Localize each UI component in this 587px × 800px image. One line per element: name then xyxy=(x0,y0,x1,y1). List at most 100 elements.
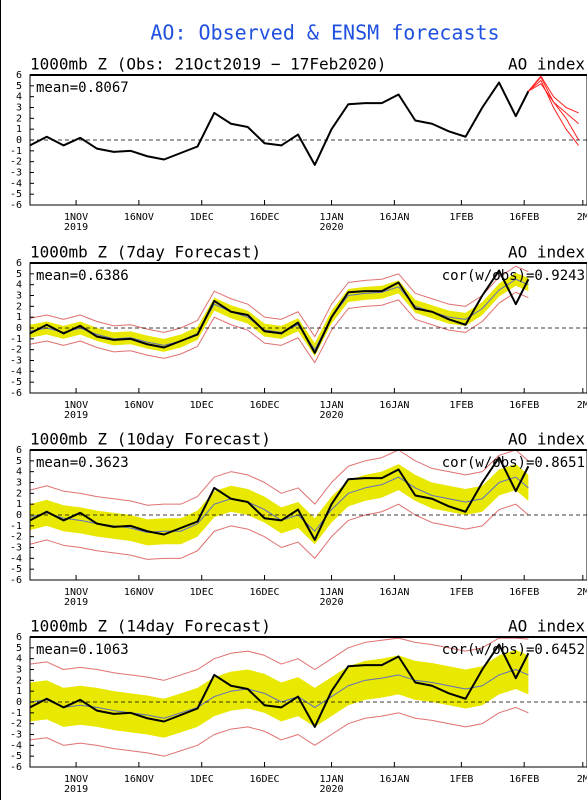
y-tick-label: 0 xyxy=(16,697,22,708)
x-tick-label: 16FEB xyxy=(509,587,539,598)
x-tick-label: 16NOV xyxy=(124,587,154,598)
y-tick-label: -6 xyxy=(10,575,22,586)
mean-label: mean=0.3623 xyxy=(36,455,129,471)
y-tick-label: -4 xyxy=(10,178,22,189)
x-tick-label: 16FEB xyxy=(509,400,539,411)
y-tick-label: 5 xyxy=(16,456,22,467)
y-tick-label: 3 xyxy=(16,291,22,302)
series-line xyxy=(29,637,529,681)
x-tick-label: 1JAN xyxy=(319,587,343,598)
x-tick-label: 1NOV xyxy=(64,400,88,411)
x-tick-year: 2020 xyxy=(319,222,343,233)
y-tick-label: -2 xyxy=(10,157,22,168)
panel-corner-label: AO index xyxy=(508,617,585,636)
x-tick-label: 1FEB xyxy=(449,400,473,411)
y-tick-label: -1 xyxy=(10,521,22,532)
series-line xyxy=(29,643,530,728)
x-tick-label: 1DEC xyxy=(190,587,214,598)
y-tick-label: 0 xyxy=(16,323,22,334)
y-tick-label: -5 xyxy=(10,377,22,388)
x-tick-label: 16JAN xyxy=(379,400,409,411)
y-tick-label: 4 xyxy=(16,654,22,665)
x-tick-label: 1FEB xyxy=(449,212,473,223)
x-tick-label: 16JAN xyxy=(379,774,409,785)
y-tick-label: -4 xyxy=(10,740,22,751)
correlation-label: cor(w/obs)=0.6452 xyxy=(442,642,585,658)
x-tick-label: 16DEC xyxy=(249,587,279,598)
correlation-label: cor(w/obs)=0.8651 xyxy=(442,455,585,471)
y-tick-label: 0 xyxy=(16,510,22,521)
y-tick-label: -5 xyxy=(10,189,22,200)
y-tick-label: 5 xyxy=(16,269,22,280)
y-tick-label: -2 xyxy=(10,719,22,730)
x-tick-year: 2020 xyxy=(319,597,343,608)
y-tick-label: -1 xyxy=(10,334,22,345)
y-tick-label: 1 xyxy=(16,124,22,135)
x-tick-label: 1JAN xyxy=(319,212,343,223)
page-title: AO: Observed & ENSM forecasts xyxy=(150,21,499,45)
y-tick-label: 2 xyxy=(16,113,22,124)
x-tick-year: 2020 xyxy=(319,784,343,795)
correlation-label: cor(w/obs)=0.9243 xyxy=(442,268,585,284)
y-tick-label: 1 xyxy=(16,312,22,323)
y-tick-label: -2 xyxy=(10,532,22,543)
y-tick-label: 4 xyxy=(16,467,22,478)
y-tick-label: -3 xyxy=(10,730,22,741)
y-tick-label: 1 xyxy=(16,499,22,510)
x-tick-label: 2M xyxy=(577,774,587,785)
series-line xyxy=(29,269,530,354)
y-tick-label: 5 xyxy=(16,81,22,92)
x-tick-label: 16NOV xyxy=(124,774,154,785)
y-tick-label: -6 xyxy=(10,388,22,399)
series-line xyxy=(29,456,530,541)
mean-label: mean=0.6386 xyxy=(36,268,129,284)
x-tick-label: 16FEB xyxy=(509,774,539,785)
y-tick-label: -5 xyxy=(10,751,22,762)
x-tick-year: 2019 xyxy=(64,784,88,795)
y-tick-label: 6 xyxy=(16,632,22,643)
spread-band xyxy=(30,650,529,738)
x-tick-label: 1DEC xyxy=(190,212,214,223)
x-tick-label: 16NOV xyxy=(124,400,154,411)
y-tick-label: -3 xyxy=(10,543,22,554)
y-tick-label: -4 xyxy=(10,366,22,377)
y-tick-label: 3 xyxy=(16,103,22,114)
panel-corner-label: AO index xyxy=(508,55,585,74)
y-tick-label: 4 xyxy=(16,280,22,291)
y-tick-label: -2 xyxy=(10,345,22,356)
y-tick-label: -4 xyxy=(10,553,22,564)
spread-band xyxy=(30,464,529,546)
y-tick-label: -3 xyxy=(10,168,22,179)
x-tick-label: 1JAN xyxy=(319,774,343,785)
x-tick-label: 1NOV xyxy=(64,212,88,223)
x-tick-year: 2019 xyxy=(64,410,88,421)
series-line xyxy=(29,706,529,757)
x-tick-label: 1FEB xyxy=(449,587,473,598)
x-tick-label: 2M xyxy=(577,587,587,598)
x-tick-label: 16FEB xyxy=(509,212,539,223)
y-tick-label: 6 xyxy=(16,258,22,269)
spread-band xyxy=(30,272,529,357)
y-tick-label: -5 xyxy=(10,564,22,575)
x-tick-label: 1NOV xyxy=(64,587,88,598)
panel-corner-label: AO index xyxy=(508,243,585,262)
x-tick-label: 1DEC xyxy=(190,400,214,411)
panel-title: 1000mb Z (14day Forecast) xyxy=(30,617,271,636)
y-tick-label: 2 xyxy=(16,301,22,312)
y-tick-label: 6 xyxy=(16,70,22,81)
x-tick-year: 2019 xyxy=(64,597,88,608)
x-tick-label: 16DEC xyxy=(249,212,279,223)
x-tick-year: 2020 xyxy=(319,410,343,421)
y-tick-label: -3 xyxy=(10,356,22,367)
y-tick-label: 2 xyxy=(16,675,22,686)
y-tick-label: 2 xyxy=(16,488,22,499)
mean-label: mean=0.1063 xyxy=(36,642,129,658)
x-tick-label: 16JAN xyxy=(379,587,409,598)
y-tick-label: 5 xyxy=(16,643,22,654)
y-tick-label: 0 xyxy=(16,135,22,146)
x-tick-label: 2M xyxy=(577,400,587,411)
y-tick-label: -1 xyxy=(10,708,22,719)
x-tick-label: 1FEB xyxy=(449,774,473,785)
x-tick-label: 1DEC xyxy=(190,774,214,785)
